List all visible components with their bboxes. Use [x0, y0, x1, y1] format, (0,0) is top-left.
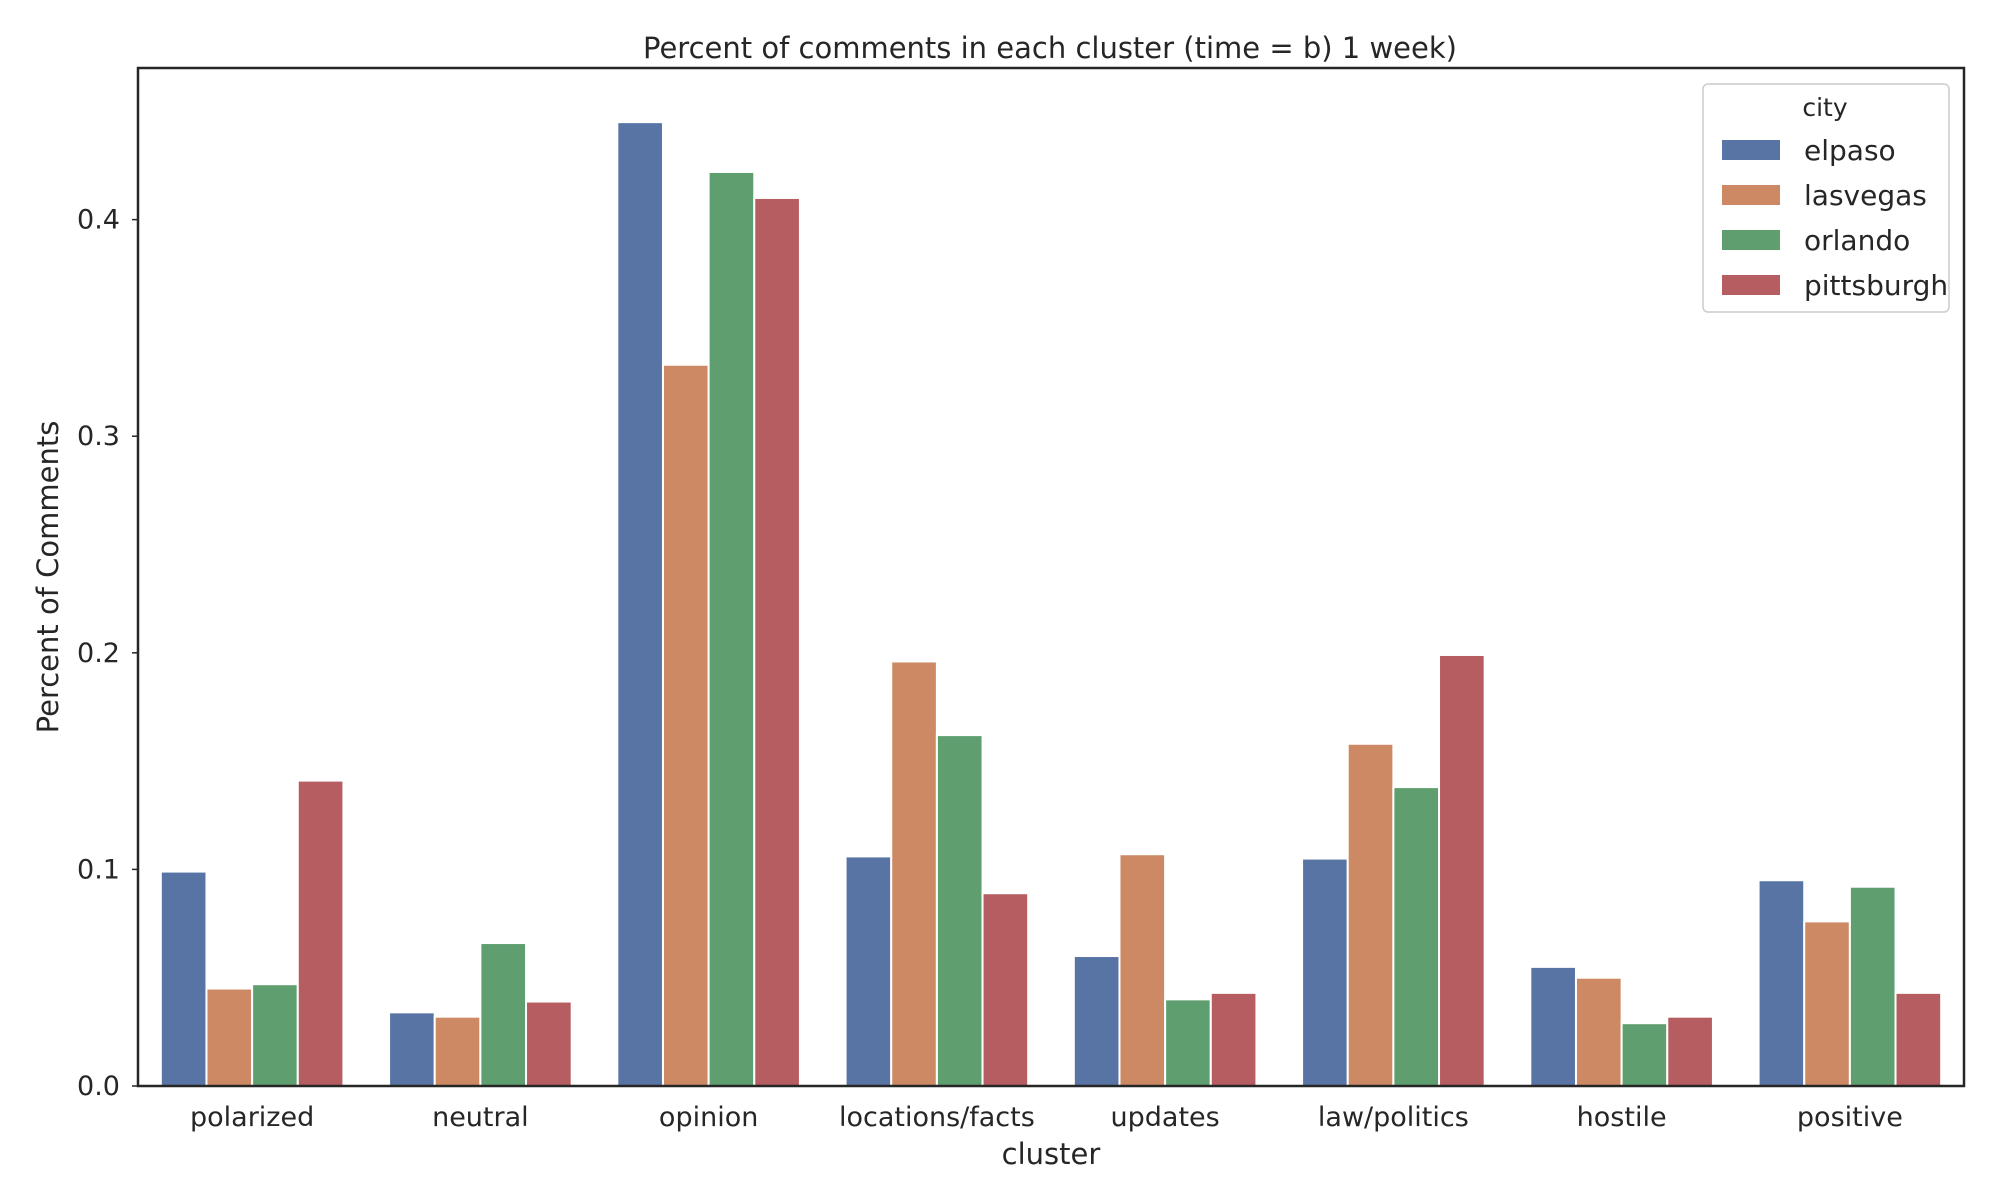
plot-frame — [136, 66, 1966, 1088]
legend-label-pittsburgh: pittsburgh — [1804, 269, 1948, 302]
legend-label-lasvegas: lasvegas — [1804, 179, 1927, 212]
bar-pittsburgh-law-politics — [1438, 653, 1486, 1087]
y-tick-label: 0.3 — [77, 421, 120, 452]
x-tick-label: law/politics — [1318, 1102, 1469, 1133]
bar-pittsburgh-polarized — [296, 779, 345, 1087]
legend-swatch-orlando — [1722, 230, 1780, 250]
x-tick-label: polarized — [190, 1102, 314, 1133]
bar-lasvegas-law-politics — [1346, 742, 1395, 1088]
bar-orlando-positive — [1848, 885, 1897, 1087]
y-tick-label: 0.4 — [77, 205, 120, 236]
y-axis-ticks: 0.0 0.1 0.2 0.3 0.4 — [77, 205, 138, 1102]
bar-lasvegas-polarized — [205, 987, 254, 1088]
bar-lasvegas-neutral — [433, 1015, 482, 1087]
x-tick-label: locations/facts — [839, 1102, 1035, 1133]
bar-orlando-law-politics — [1392, 786, 1441, 1087]
x-tick-label: positive — [1797, 1102, 1903, 1133]
y-tick-label: 0.1 — [77, 854, 120, 885]
y-tick-label: 0.0 — [77, 1071, 120, 1102]
legend-swatch-elpaso — [1722, 140, 1780, 160]
bar-elpaso-locations-facts — [844, 855, 893, 1087]
x-axis-label: cluster — [1002, 1137, 1101, 1171]
legend-swatch-lasvegas — [1722, 185, 1780, 205]
bar-elpaso-hostile — [1529, 965, 1577, 1087]
bar-pittsburgh-positive — [1894, 991, 1943, 1087]
bar-orlando-updates — [1164, 998, 1212, 1087]
bar-orlando-locations-facts — [935, 734, 984, 1087]
bar-lasvegas-hostile — [1574, 976, 1623, 1088]
y-axis-label: Percent of Comments — [31, 421, 65, 734]
bars-layer — [159, 121, 1943, 1088]
x-tick-label: hostile — [1577, 1102, 1667, 1133]
bar-elpaso-polarized — [159, 870, 208, 1087]
x-tick-label: updates — [1111, 1102, 1220, 1133]
legend-label-elpaso: elpaso — [1804, 134, 1896, 167]
bar-pittsburgh-hostile — [1666, 1015, 1714, 1087]
bar-elpaso-updates — [1072, 955, 1121, 1087]
y-tick-label: 0.2 — [77, 638, 120, 669]
bar-elpaso-law-politics — [1301, 857, 1349, 1087]
legend: city elpaso lasvegas orlando pittsburgh — [1702, 83, 1950, 313]
x-tick-label: neutral — [432, 1102, 529, 1133]
chart-title: Percent of comments in each cluster (tim… — [643, 31, 1457, 65]
bar-pittsburgh-opinion — [753, 196, 801, 1087]
bar-orlando-hostile — [1620, 1022, 1669, 1088]
bar-elpaso-positive — [1757, 879, 1806, 1087]
bar-lasvegas-locations-facts — [890, 660, 938, 1087]
legend-entries: elpaso lasvegas orlando pittsburgh — [1722, 134, 1948, 302]
x-tick-label: opinion — [659, 1102, 758, 1133]
bar-pittsburgh-updates — [1209, 991, 1258, 1087]
bar-pittsburgh-neutral — [525, 1000, 573, 1088]
x-axis-ticks: polarized neutral opinion locations/facts up… — [190, 1102, 1903, 1133]
legend-title: city — [1802, 93, 1847, 122]
bar-elpaso-neutral — [388, 1011, 436, 1087]
bar-orlando-polarized — [251, 983, 299, 1088]
bar-orlando-neutral — [479, 942, 528, 1087]
bar-elpaso-opinion — [616, 121, 664, 1087]
bar-lasvegas-opinion — [661, 363, 710, 1087]
bar-lasvegas-updates — [1118, 853, 1167, 1087]
legend-swatch-pittsburgh — [1722, 275, 1780, 295]
bar-lasvegas-positive — [1803, 920, 1851, 1088]
bar-orlando-opinion — [707, 170, 756, 1088]
bar-pittsburgh-locations-facts — [981, 892, 1030, 1087]
legend-label-orlando: orlando — [1804, 224, 1910, 257]
